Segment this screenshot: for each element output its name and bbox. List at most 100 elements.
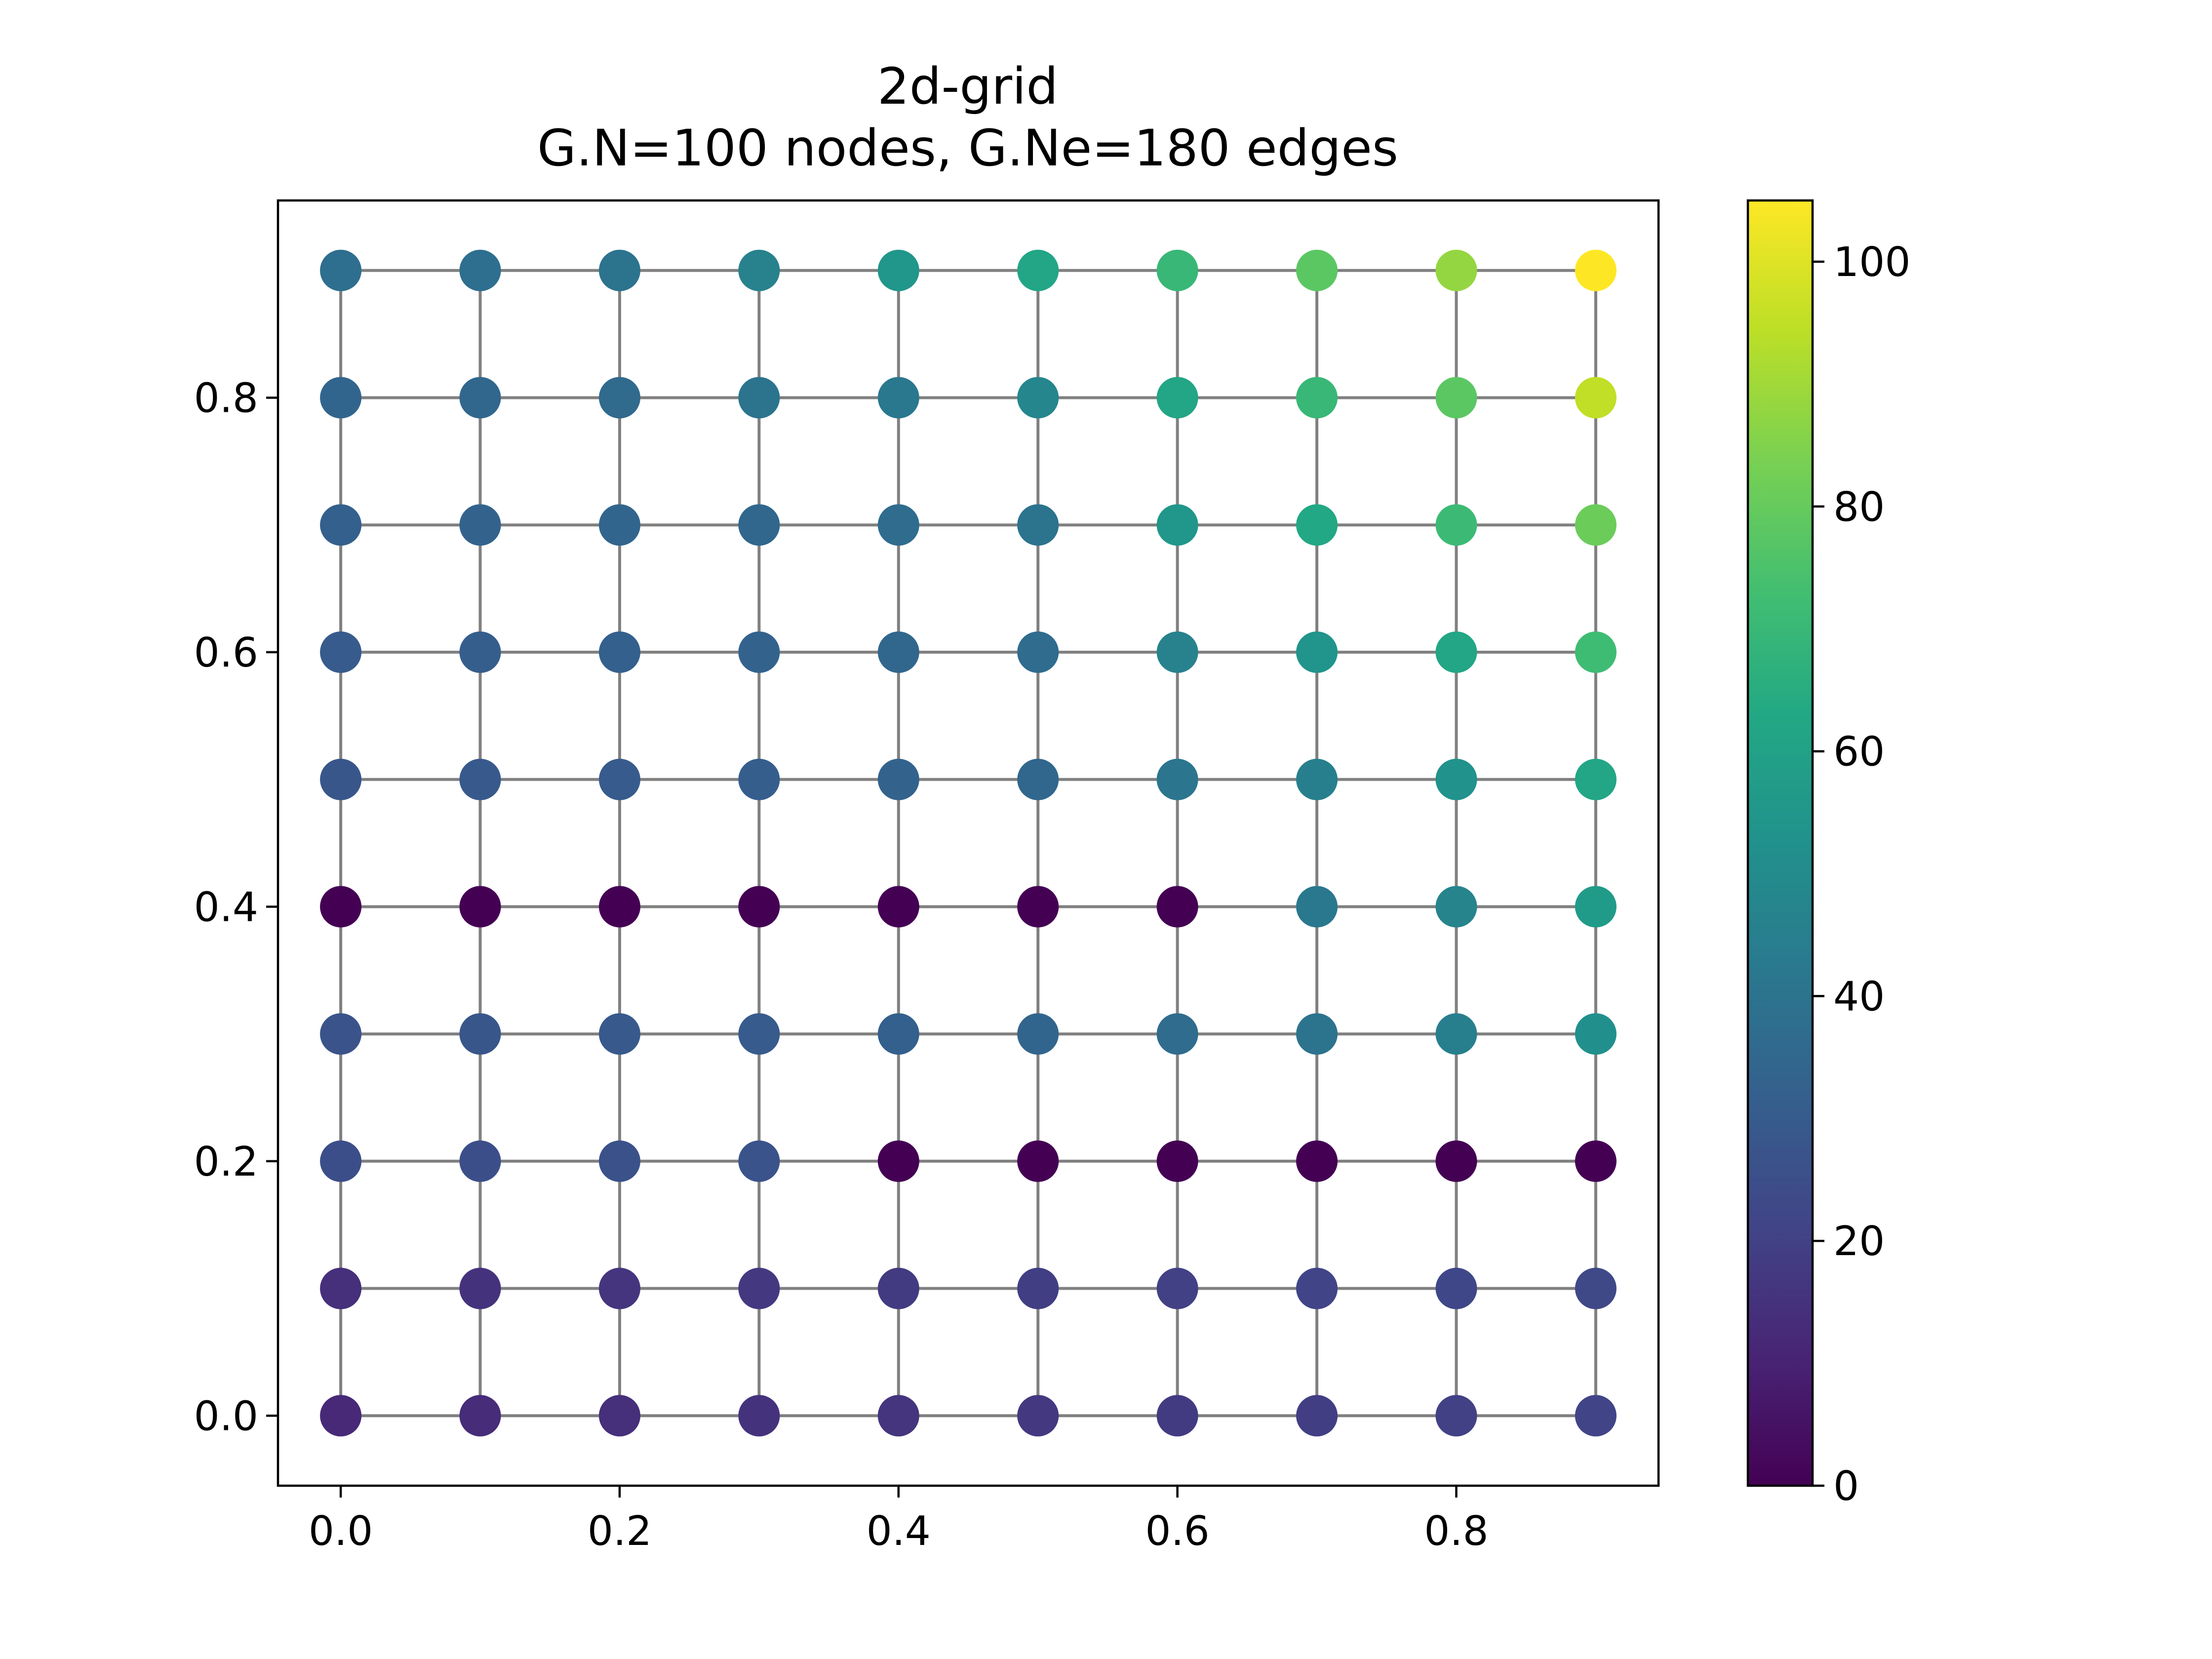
grid-node: [1017, 1395, 1059, 1437]
grid-node: [1575, 886, 1617, 928]
grid-node: [1156, 631, 1198, 673]
grid-node: [598, 886, 640, 928]
grid-node: [738, 1013, 780, 1055]
grid-node: [320, 249, 362, 291]
grid-node: [598, 758, 640, 800]
grid-node: [1296, 249, 1338, 291]
grid-node: [1435, 504, 1477, 546]
grid-node: [738, 377, 780, 419]
grid-node: [459, 504, 501, 546]
grid-node: [1435, 886, 1477, 928]
grid-node: [877, 1267, 919, 1309]
grid-node: [1156, 758, 1198, 800]
grid-node: [877, 504, 919, 546]
grid-node: [320, 1140, 362, 1182]
colorbar-tick-label: 0: [1833, 1463, 1859, 1510]
grid-node: [1575, 249, 1617, 291]
grid-node: [1017, 377, 1059, 419]
grid-node: [877, 886, 919, 928]
grid-node: [738, 758, 780, 800]
grid-node: [459, 1395, 501, 1437]
grid-node: [877, 377, 919, 419]
grid-node: [598, 249, 640, 291]
grid-node: [320, 504, 362, 546]
grid-node: [320, 1013, 362, 1055]
grid-node: [738, 631, 780, 673]
plot-frame: [276, 199, 1660, 1487]
y-tick-label: 0.2: [194, 1139, 258, 1185]
grid-node: [1017, 1013, 1059, 1055]
x-axis: 0.0 0.2 0.4 0.6 0.8: [309, 1486, 1489, 1555]
grid-node: [320, 886, 362, 928]
grid-node: [738, 1140, 780, 1182]
chart-title: 2d-grid: [877, 57, 1058, 116]
grid-node: [1017, 1140, 1059, 1182]
grid-node: [320, 377, 362, 419]
grid-node: [1156, 249, 1198, 291]
grid-node: [738, 1267, 780, 1309]
grid-node: [320, 1267, 362, 1309]
grid-node: [1575, 504, 1617, 546]
grid-node: [1296, 377, 1338, 419]
grid-node: [459, 1267, 501, 1309]
grid-node: [1435, 1013, 1477, 1055]
grid-node: [1156, 377, 1198, 419]
edge-layer: [339, 269, 1597, 1418]
grid-node: [320, 1395, 362, 1437]
grid-node: [459, 758, 501, 800]
grid-node: [1575, 1395, 1617, 1437]
grid-node: [877, 249, 919, 291]
x-tick-label: 0.6: [1145, 1508, 1209, 1555]
grid-node: [598, 377, 640, 419]
grid-node: [1575, 1013, 1617, 1055]
grid-node: [459, 377, 501, 419]
grid-node: [1017, 1267, 1059, 1309]
grid-node: [459, 631, 501, 673]
grid-node: [598, 504, 640, 546]
grid-node: [1296, 1267, 1338, 1309]
y-tick-label: 0.0: [194, 1393, 258, 1440]
y-tick-label: 0.8: [194, 375, 258, 422]
node-layer: [320, 249, 1617, 1437]
grid-node: [877, 631, 919, 673]
grid-node: [459, 1013, 501, 1055]
grid-node: [877, 758, 919, 800]
colorbar-tick-label: 40: [1833, 973, 1885, 1020]
grid-node: [598, 1267, 640, 1309]
chart-subtitle: G.N=100 nodes, G.Ne=180 edges: [537, 119, 1398, 178]
grid-node: [1435, 1267, 1477, 1309]
y-tick-label: 0.4: [194, 884, 258, 931]
grid-node: [877, 1395, 919, 1437]
grid-node: [1156, 1267, 1198, 1309]
grid-node: [1575, 1267, 1617, 1309]
colorbar-frame: [1746, 199, 1814, 1487]
colorbar-tick-label: 60: [1833, 729, 1885, 776]
grid-node: [320, 631, 362, 673]
grid-node: [1435, 377, 1477, 419]
plot-area: 0.0 0.2 0.4 0.6 0.8 0.0 0.2 0.4 0.6 0.8: [194, 199, 1660, 1555]
grid-node: [1296, 1140, 1338, 1182]
grid-node: [1435, 758, 1477, 800]
grid-node: [1575, 631, 1617, 673]
grid-node: [1156, 1013, 1198, 1055]
grid-node: [459, 886, 501, 928]
grid-node: [738, 886, 780, 928]
y-tick-label: 0.6: [194, 630, 258, 676]
grid-node: [1575, 758, 1617, 800]
grid-node: [1296, 886, 1338, 928]
colorbar-gradient: [1748, 200, 1813, 1486]
x-tick-label: 0.2: [588, 1508, 652, 1555]
grid-node: [598, 1395, 640, 1437]
x-tick-label: 0.0: [309, 1508, 373, 1555]
colorbar: 0 20 40 60 80 100: [1746, 199, 1911, 1510]
grid-node: [459, 1140, 501, 1182]
grid-node: [877, 1013, 919, 1055]
colorbar-tick-label: 20: [1833, 1218, 1885, 1265]
grid-node: [1156, 504, 1198, 546]
colorbar-axis: 0 20 40 60 80 100: [1813, 239, 1911, 1510]
grid-node: [738, 504, 780, 546]
grid-node: [1296, 1395, 1338, 1437]
grid-node: [1575, 1140, 1617, 1182]
grid-node: [1435, 249, 1477, 291]
colorbar-tick-label: 100: [1833, 239, 1911, 286]
